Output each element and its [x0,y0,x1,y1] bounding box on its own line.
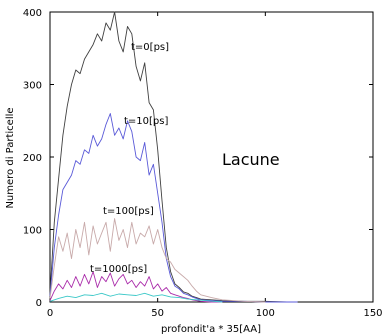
y-tick-label: 300 [23,81,42,92]
y-tick-label: 0 [36,298,42,309]
plot-frame [49,11,374,303]
annotation-t10: t=10[ps] [124,116,168,127]
series-layer [49,11,298,303]
series-line-1 [49,113,298,303]
x-tick-label: 100 [256,308,275,319]
y-tick-label: 100 [23,226,42,237]
annotation-t1000: t=1000[ps] [90,264,147,275]
y-axis-label: Numero di Particelle [5,107,16,208]
x-tick-label: 0 [47,308,53,319]
series-line-0 [49,11,298,303]
x-axis-label: profondit'a * 35[AA] [161,324,261,335]
annotation-lacune: Lacune [222,150,280,169]
y-tick-label: 200 [23,153,42,164]
annotation-t0: t=0[ps] [131,42,169,53]
chart-axes: 0 50 100 150 0 100 200 300 400 [23,8,383,319]
annotation-t100: t=100[ps] [103,206,154,217]
y-tick-label: 400 [23,8,42,19]
series-line-2 [49,218,266,303]
series-line-4 [49,292,223,303]
series-line-3 [49,271,223,303]
x-tick-label: 150 [363,308,382,319]
x-tick-label: 50 [151,308,164,319]
